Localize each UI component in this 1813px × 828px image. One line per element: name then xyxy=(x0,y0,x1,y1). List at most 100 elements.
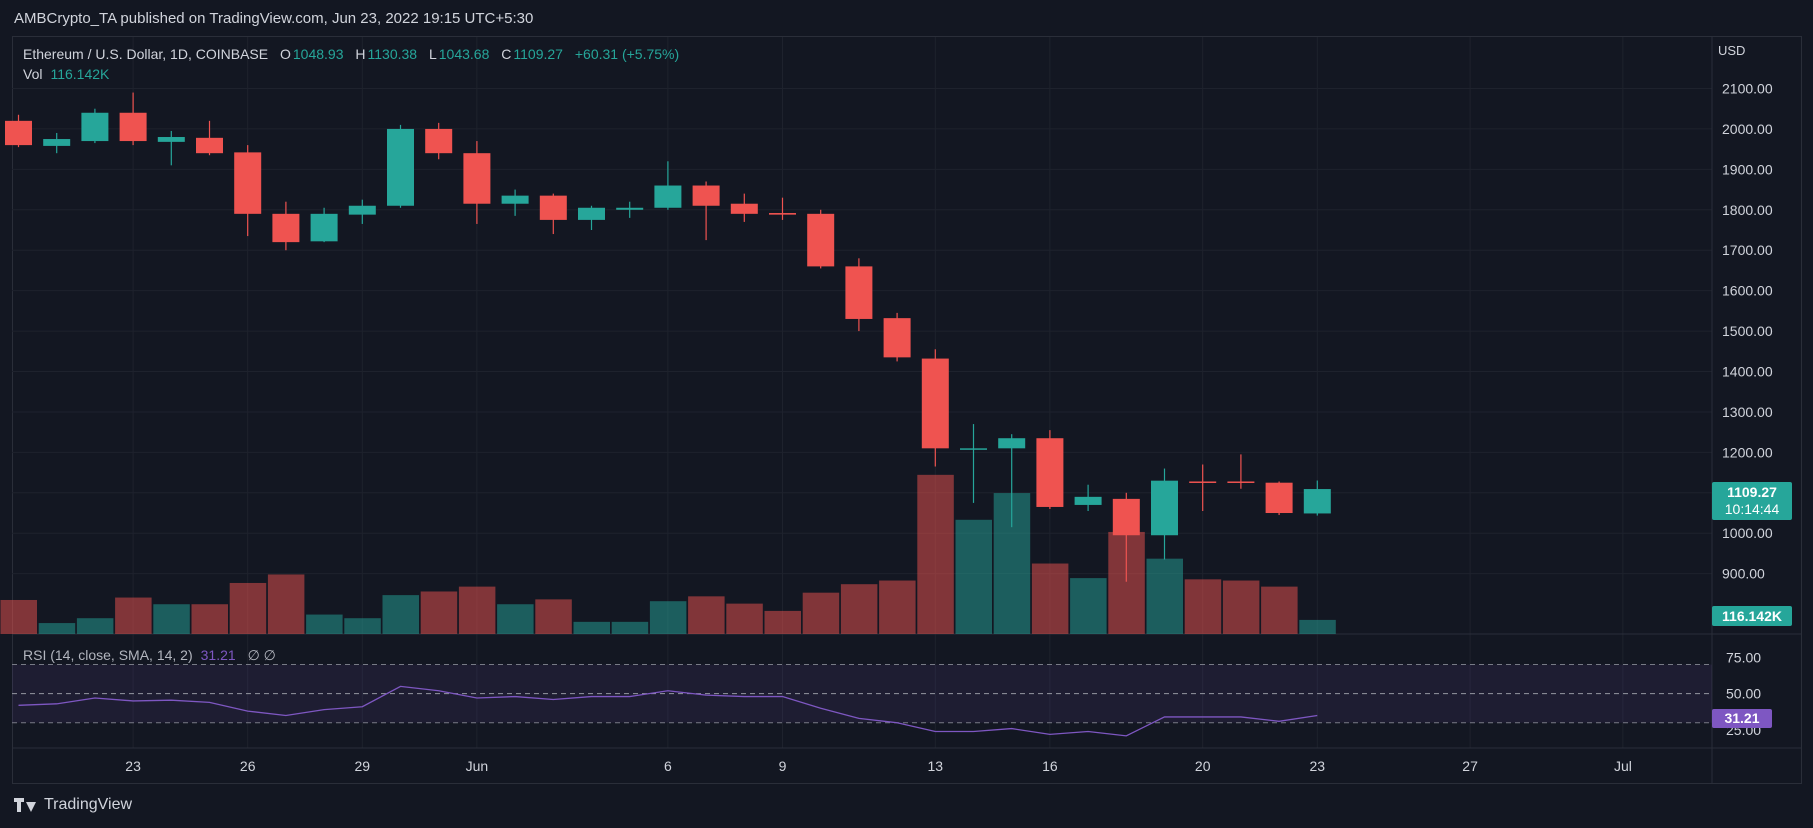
candle-body xyxy=(616,207,644,210)
candle-body xyxy=(1227,481,1255,483)
price-tick-label: 1600.00 xyxy=(1722,283,1773,299)
candle-body xyxy=(1189,481,1217,483)
volume-bar xyxy=(38,623,76,634)
time-tick-label: 27 xyxy=(1462,758,1478,774)
candle-body xyxy=(196,137,223,154)
candle-body xyxy=(501,195,529,204)
candles xyxy=(5,92,1331,582)
candle-body xyxy=(272,213,300,243)
candle-body xyxy=(119,112,147,142)
volume-bar xyxy=(229,582,267,634)
chart-frame xyxy=(12,36,1802,784)
candle-body xyxy=(654,185,682,208)
open-value: 1048.93 xyxy=(292,46,344,62)
volume-bar xyxy=(382,595,419,634)
volume-value: 116.142K xyxy=(50,66,110,82)
volume-bar xyxy=(688,596,725,634)
rsi-legend[interactable]: RSI (14, close, SMA, 14, 2) 31.21 ∅ ∅ xyxy=(23,647,276,664)
price-tick-label: 1800.00 xyxy=(1722,202,1773,218)
rsi-label: RSI (14, close, SMA, 14, 2) xyxy=(23,647,193,663)
candle-body xyxy=(43,139,71,146)
volume-bar xyxy=(76,618,114,634)
published-by: AMBCrypto_TA published on TradingView.co… xyxy=(14,10,534,27)
volume-bar xyxy=(879,580,916,634)
candle-body xyxy=(425,128,453,154)
tradingview-footer[interactable]: TradingView xyxy=(14,796,132,814)
volume-bar xyxy=(420,591,458,634)
volume-bar xyxy=(458,586,496,634)
rsi-value: 31.21 xyxy=(200,647,236,663)
price-tick-label: 1300.00 xyxy=(1722,404,1773,420)
candle-body xyxy=(1303,489,1331,514)
brand-name: TradingView xyxy=(44,796,133,813)
volume-bar xyxy=(497,604,534,634)
candle-body xyxy=(234,152,262,214)
rsi-tick-label: 50.00 xyxy=(1726,686,1761,702)
volume-bar xyxy=(955,519,992,634)
volume-legend[interactable]: Vol 116.142K xyxy=(23,66,109,82)
volume-bar xyxy=(267,574,305,634)
volume-bar xyxy=(153,604,190,634)
candle-body xyxy=(387,128,414,206)
price-tick-label: 1000.00 xyxy=(1722,525,1773,541)
symbol-label[interactable]: Ethereum / U.S. Dollar, 1D, COINBASE xyxy=(23,46,269,62)
time-tick-label: 20 xyxy=(1195,758,1211,774)
volume-bars xyxy=(0,474,1336,634)
last-price-value: 1109.27 xyxy=(1727,484,1777,500)
candle-body xyxy=(692,185,720,206)
candle-body xyxy=(769,213,796,215)
volume-bar xyxy=(649,601,687,634)
candle-body xyxy=(960,448,987,450)
price-tick-label: 1400.00 xyxy=(1722,364,1773,380)
time-tick-label: 16 xyxy=(1042,758,1058,774)
volume-bar xyxy=(535,599,572,634)
time-tick-label: 6 xyxy=(664,758,672,774)
price-tick-label: 900.00 xyxy=(1722,566,1765,582)
low-label: L xyxy=(428,46,437,62)
rsi-tick-label: 75.00 xyxy=(1726,649,1761,665)
candle-body xyxy=(578,207,605,220)
close-label: C xyxy=(501,46,512,62)
candle-body xyxy=(463,153,491,204)
candle-body xyxy=(730,203,758,214)
volume-bar xyxy=(1261,586,1298,634)
volume-bar xyxy=(1184,579,1222,634)
time-tick-label: Jul xyxy=(1614,758,1632,774)
tradingview-logo-icon xyxy=(14,798,38,812)
candle-body xyxy=(310,213,338,242)
volume-bar xyxy=(611,621,649,634)
price-tick-label: 2100.00 xyxy=(1722,81,1773,97)
volume-bar xyxy=(191,604,228,634)
time-tick-label: 23 xyxy=(1310,758,1326,774)
volume-bar xyxy=(344,618,381,634)
candle-body xyxy=(883,318,911,358)
candle-body xyxy=(1036,438,1064,507)
rsi-band xyxy=(12,664,1712,724)
price-tick-label: 1200.00 xyxy=(1722,444,1773,460)
rsi-extra: ∅ ∅ xyxy=(247,647,276,663)
last-price-tag: 1109.27 10:14:44 xyxy=(1712,482,1792,520)
volume-label: Vol xyxy=(23,66,43,82)
close-value: 1109.27 xyxy=(513,46,563,62)
volume-bar xyxy=(1222,580,1260,634)
time-tick-label: 9 xyxy=(779,758,787,774)
time-tick-label: Jun xyxy=(466,758,489,774)
countdown-timer: 10:14:44 xyxy=(1724,501,1780,517)
volume-bar xyxy=(1070,578,1107,634)
volume-tag: 116.142K xyxy=(1712,606,1792,626)
candle-body xyxy=(845,266,873,319)
volume-bar xyxy=(917,474,954,634)
time-tick-label: 23 xyxy=(125,758,141,774)
volume-bar xyxy=(802,592,840,634)
change-value: +60.31 (+5.75%) xyxy=(574,46,680,62)
candle-body xyxy=(921,358,949,449)
volume-bar xyxy=(573,621,610,634)
high-label: H xyxy=(355,46,366,62)
rsi-line xyxy=(18,685,1318,737)
candle-body xyxy=(1112,498,1140,536)
ohlc-legend: Ethereum / U.S. Dollar, 1D, COINBASE O 10… xyxy=(23,46,687,62)
price-tick-label: 1500.00 xyxy=(1722,323,1773,339)
volume-bar xyxy=(764,610,801,634)
time-axis: 23 26 29 Jun 6 9 13 16 20 23 27 Jul xyxy=(125,758,1632,774)
